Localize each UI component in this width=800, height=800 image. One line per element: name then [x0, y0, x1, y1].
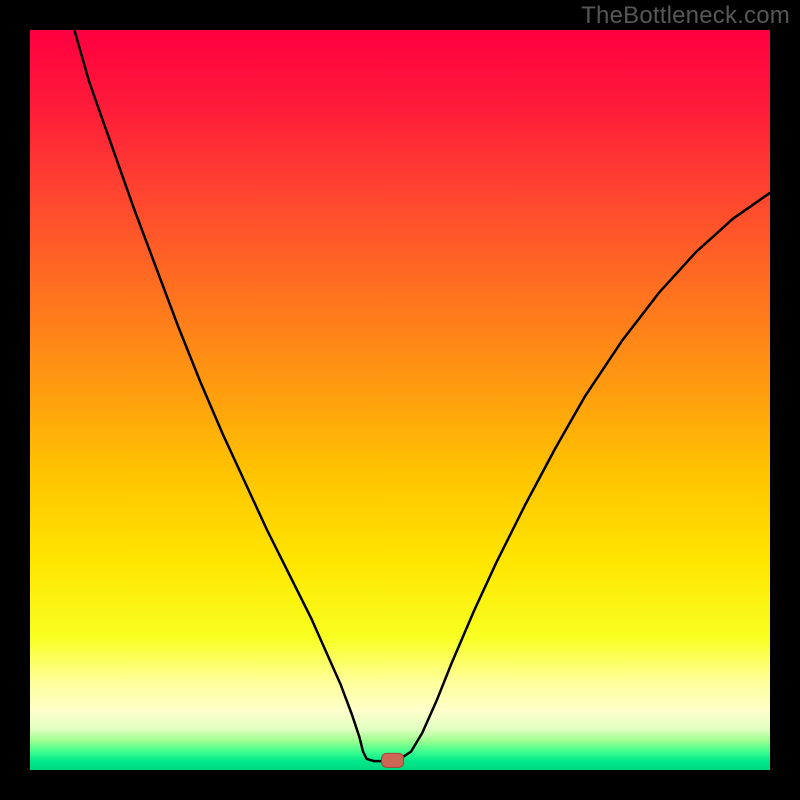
- chart-background: [30, 30, 770, 770]
- chart-container: TheBottleneck.com: [0, 0, 800, 800]
- bottleneck-marker: [382, 753, 404, 767]
- bottleneck-chart-svg: [0, 0, 800, 800]
- watermark-text: TheBottleneck.com: [581, 2, 790, 30]
